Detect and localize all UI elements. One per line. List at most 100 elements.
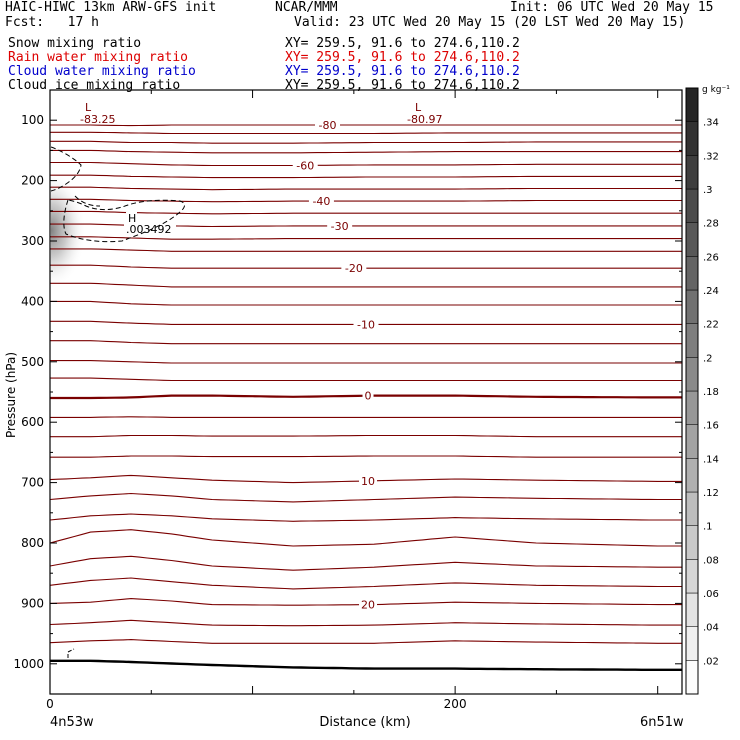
y-axis-title: Pressure (hPa) <box>4 352 18 438</box>
field-name-snow: Snow mixing ratio <box>8 36 142 51</box>
isotherm-contour-7 <box>50 198 682 203</box>
y-tick-label: 500 <box>21 355 44 369</box>
colorbar-label: .16 <box>703 421 719 432</box>
y-tick-label: 1000 <box>13 657 44 671</box>
isotherm-contour-3 <box>50 149 682 154</box>
y-tick-label: 900 <box>21 596 44 610</box>
colorbar-label: .18 <box>703 387 719 398</box>
low-marker: L <box>85 101 92 114</box>
y-tick-label: 100 <box>21 113 44 127</box>
low-value: -83.25 <box>80 113 115 126</box>
field-name-rain: Rain water mixing ratio <box>8 50 189 65</box>
chart-title: HAIC-HIWC 13km ARW-GFS init <box>5 0 217 15</box>
colorbar-swatch <box>685 121 699 156</box>
colorbar-swatch <box>685 323 699 358</box>
isotherm-contour-28 <box>49 577 682 590</box>
low-marker: L <box>415 101 422 114</box>
x-axis-title: Distance (km) <box>319 715 410 730</box>
colorbar-swatch <box>685 626 699 661</box>
isotherm-contour-24 <box>49 492 682 503</box>
cloud-ice-shading <box>51 171 121 290</box>
isotherm-label-bg <box>341 262 367 275</box>
isotherm-contour-17 <box>50 360 682 364</box>
isotherm-label: 0 <box>365 390 372 403</box>
isotherm-label-bg <box>359 598 378 611</box>
colorbar-swatch <box>685 188 699 223</box>
colorbar-swatch <box>685 289 699 324</box>
colorbar-label: .1 <box>703 522 713 533</box>
colorbar-swatch <box>685 357 699 392</box>
colorbar-label: .28 <box>703 219 719 230</box>
surface-pressure-line <box>50 659 682 671</box>
isotherm-label: -40 <box>312 195 330 208</box>
high-marker-bg <box>126 212 137 224</box>
isotherm-label-bg <box>362 389 374 402</box>
y-tick-label: 700 <box>21 476 44 490</box>
isotherm-contour-26 <box>49 529 682 547</box>
isotherm-label: -10 <box>357 318 375 331</box>
isotherm-contour-4 <box>50 161 682 167</box>
isotherm-label-bg <box>353 318 379 331</box>
isotherm-contour-21 <box>50 434 682 438</box>
colorbar-swatch <box>685 256 699 291</box>
org-label: NCAR/MMM <box>275 0 338 15</box>
colorbar-label: .08 <box>703 555 719 566</box>
isotherm-label: -60 <box>296 159 314 172</box>
isotherm-contour-13 <box>50 282 682 288</box>
colorbar-swatch <box>685 87 699 122</box>
field-xy-cloud-water: XY= 259.5, 91.6 to 274.6,110.2 <box>285 64 520 79</box>
isotherm-contour-18 <box>50 377 682 382</box>
colorbar-label: .3 <box>703 185 713 196</box>
colorbar-swatch <box>685 525 699 560</box>
field-name-cloud-water: Cloud water mixing ratio <box>8 64 196 79</box>
colorbar-label: .12 <box>703 488 719 499</box>
isotherm-contour-11 <box>50 248 682 252</box>
isotherm-label: 10 <box>361 475 375 488</box>
terrain-hatch <box>67 648 75 658</box>
x-tick-label: 200 <box>444 697 467 711</box>
isotherm-contour-16 <box>50 340 682 345</box>
isotherm-contour-30 <box>49 619 682 627</box>
high-value: .003492 <box>126 223 172 236</box>
isotherm-contour-8 <box>50 210 682 215</box>
colorbar-label: .22 <box>703 320 719 331</box>
isotherm-contour-2 <box>50 140 682 144</box>
isotherm-label-bg <box>308 195 334 208</box>
colorbar-swatch <box>685 660 699 695</box>
y-tick-label: 200 <box>21 174 44 188</box>
isotherm-contour-6 <box>50 186 682 191</box>
colorbar-unit: g kg⁻¹ <box>702 85 730 95</box>
colorbar-swatch <box>685 491 699 526</box>
colorbar-swatch <box>685 559 699 594</box>
field-name-cloud-ice: Cloud ice mixing ratio <box>8 78 181 93</box>
colorbar-swatch <box>685 155 699 190</box>
colorbar-swatch <box>685 424 699 459</box>
isotherm-contour-27 <box>49 555 682 571</box>
colorbar-swatch <box>685 390 699 425</box>
colorbar-label: .24 <box>703 286 719 297</box>
colorbar-label: .14 <box>703 454 719 465</box>
isotherm-contour-1 <box>50 131 682 135</box>
isotherm-contour-5 <box>50 174 682 179</box>
isotherm-label-bg <box>327 219 353 232</box>
isotherm-label: -80 <box>319 119 337 132</box>
colorbar-frame <box>685 87 699 695</box>
field-xy-rain: XY= 259.5, 91.6 to 274.6,110.2 <box>285 50 520 65</box>
y-tick-label: 800 <box>21 536 44 550</box>
cloud-ice-contour <box>63 199 185 243</box>
colorbar-label: .02 <box>703 656 719 667</box>
forecast-hour: Fcst: 17 h <box>5 15 99 30</box>
left-endpoint-label: 4n53w <box>50 715 94 730</box>
colorbar-label: .2 <box>703 353 713 364</box>
isotherm-contour-25 <box>49 513 682 522</box>
isotherm-contour-20 <box>50 416 682 418</box>
colorbar-swatch <box>685 458 699 493</box>
isotherm-contour-14 <box>50 300 682 306</box>
colorbar-label: .32 <box>703 151 719 162</box>
y-tick-label: 600 <box>21 415 44 429</box>
isotherm-contour-0 <box>50 124 682 127</box>
field-xy-snow: XY= 259.5, 91.6 to 274.6,110.2 <box>285 36 520 51</box>
isotherm-label-bg <box>315 119 341 132</box>
colorbar-swatch <box>685 592 699 627</box>
colorbar-swatch <box>685 222 699 257</box>
